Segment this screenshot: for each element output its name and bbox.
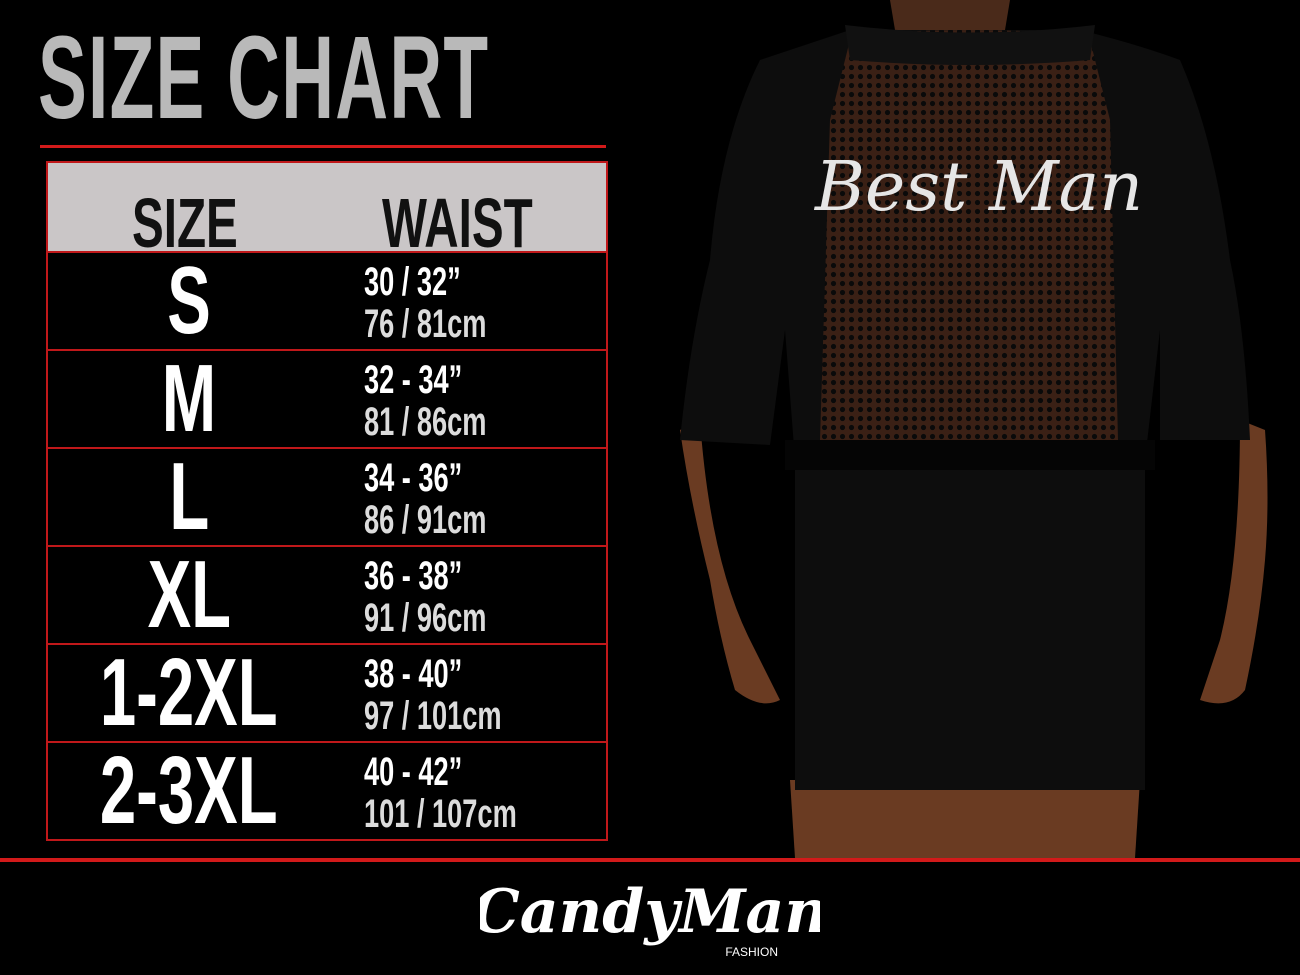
waist-inches: 40 - 42” — [364, 750, 463, 794]
belt — [785, 440, 1155, 470]
waist-inches: 30 / 32” — [364, 260, 461, 304]
table-row: XL 36 - 38” 91 / 96cm — [48, 547, 606, 645]
waist-value: 40 - 42” 101 / 107cm — [364, 751, 589, 835]
size-label: M — [161, 345, 217, 452]
waist-value: 38 - 40” 97 / 101cm — [364, 653, 566, 737]
mesh-panel — [820, 30, 1118, 440]
size-label: 1-2XL — [100, 639, 278, 746]
waist-cm: 81 / 86cm — [364, 400, 487, 444]
waist-cm: 91 / 96cm — [364, 596, 487, 640]
size-label: S — [167, 247, 211, 354]
title-divider — [40, 145, 606, 148]
waist-inches: 38 - 40” — [364, 652, 463, 696]
right-arm — [1200, 420, 1268, 704]
table-row: 2-3XL 40 - 42” 101 / 107cm — [48, 743, 606, 839]
footer-divider — [0, 858, 1300, 862]
size-table: SIZE WAIST S 30 / 32” 76 / 81cm M 32 - 34” 81… — [46, 161, 608, 841]
best-man-print: Best Man — [813, 148, 1143, 227]
waist-inches: 32 - 34” — [364, 358, 463, 402]
waist-value: 30 / 32” 76 / 81cm — [364, 261, 544, 345]
waist-inches: 34 - 36” — [364, 456, 463, 500]
waist-cm: 76 / 81cm — [364, 302, 487, 346]
waist-cm: 86 / 91cm — [364, 498, 487, 542]
brand-tagline: FASHION — [725, 945, 778, 959]
size-label: 2-3XL — [100, 737, 278, 844]
table-row: S 30 / 32” 76 / 81cm — [48, 253, 606, 351]
waist-cm: 101 / 107cm — [364, 792, 517, 836]
table-row: L 34 - 36” 86 / 91cm — [48, 449, 606, 547]
waist-value: 34 - 36” 86 / 91cm — [364, 457, 544, 541]
table-row: 1-2XL 38 - 40” 97 / 101cm — [48, 645, 606, 743]
left-arm — [680, 420, 780, 704]
waist-inches: 36 - 38” — [364, 554, 463, 598]
page-title: SIZE CHART — [38, 12, 490, 144]
collar — [845, 25, 1095, 65]
size-label: L — [169, 443, 209, 550]
waist-cm: 97 / 101cm — [364, 694, 502, 738]
waist-value: 36 - 38” 91 / 96cm — [364, 555, 544, 639]
brand-logo: CandyMan FASHION — [480, 877, 820, 959]
neck — [890, 0, 1010, 30]
size-label: XL — [147, 541, 231, 648]
waist-value: 32 - 34” 81 / 86cm — [364, 359, 544, 443]
table-header: SIZE WAIST — [48, 163, 606, 262]
product-photo: Best Man — [680, 0, 1268, 858]
table-row: M 32 - 34” 81 / 86cm — [48, 351, 606, 449]
brand-name: CandyMan — [480, 877, 820, 947]
legs — [790, 780, 1140, 858]
